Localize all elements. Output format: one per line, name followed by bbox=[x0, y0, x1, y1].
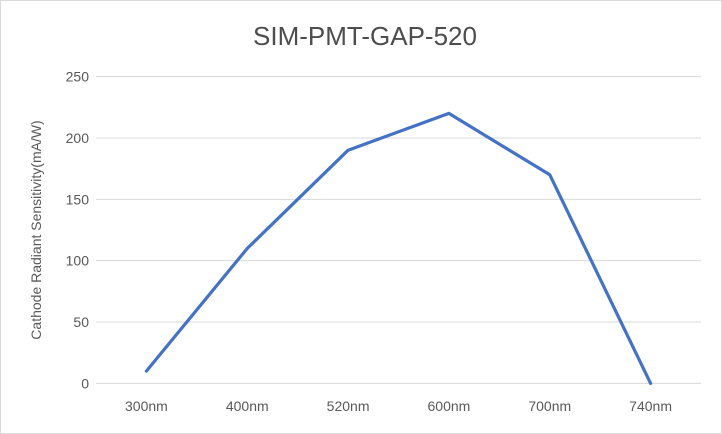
x-axis-tick-label: 520nm bbox=[327, 398, 370, 414]
chart-title: SIM-PMT-GAP-520 bbox=[253, 21, 477, 51]
y-axis-tick-labels: 0 50 100 150 200 250 bbox=[66, 69, 90, 392]
y-axis-tick-label: 100 bbox=[66, 253, 90, 269]
y-axis-tick-label: 0 bbox=[81, 375, 89, 391]
y-axis-tick-label: 150 bbox=[66, 191, 90, 207]
x-axis-tick-label: 400nm bbox=[226, 398, 269, 414]
y-axis-tick-label: 50 bbox=[73, 314, 89, 330]
y-axis-tick-label: 250 bbox=[66, 69, 90, 85]
x-axis-tick-label: 700nm bbox=[528, 398, 571, 414]
gridlines bbox=[96, 76, 701, 384]
x-axis-tick-labels: 300nm 400nm 520nm 600nm 700nm 740nm bbox=[125, 398, 672, 414]
x-axis-tick-label: 740nm bbox=[629, 398, 672, 414]
y-axis-tick-label: 200 bbox=[66, 130, 90, 146]
y-axis-title: Cathode Radiant Sensitivity(mA/W) bbox=[28, 120, 44, 339]
x-axis-tick-label: 600nm bbox=[428, 398, 471, 414]
data-series-line bbox=[144, 111, 653, 385]
x-axis-tick-label: 300nm bbox=[125, 398, 168, 414]
